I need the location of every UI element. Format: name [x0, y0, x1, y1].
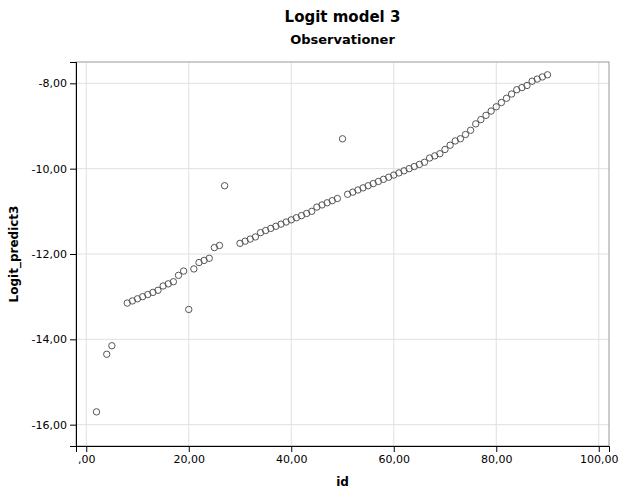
x-axis-title: id — [336, 475, 349, 489]
point — [104, 351, 110, 357]
tick-label: 100,00 — [580, 453, 619, 466]
point — [93, 409, 99, 415]
x-axis: ,00 20,00 40,00 60,00 80,00 100,00 — [77, 446, 619, 466]
axis-line — [70, 63, 77, 447]
tick-label: -16,00 — [32, 419, 67, 432]
tick-label: -14,00 — [32, 333, 67, 346]
plot: ,00 20,00 40,00 60,00 80,00 100,00 -16,00 -14,0… — [32, 62, 619, 466]
tick: 20,00 — [174, 446, 206, 466]
y-axis-title: Logit_predict3 — [7, 206, 22, 303]
tick: -16,00 — [32, 419, 76, 432]
points — [93, 72, 550, 415]
grid — [76, 62, 609, 446]
plot-frame — [76, 62, 609, 446]
grid-line-y — [76, 254, 609, 255]
tick-mark — [70, 425, 76, 426]
tick-label: ,00 — [78, 453, 96, 466]
tick: 80,00 — [481, 446, 513, 466]
point — [206, 255, 212, 261]
point — [334, 195, 340, 201]
y-axis: -16,00 -14,00 -12,00 -10,00 -8,00 — [32, 63, 77, 447]
point — [109, 343, 115, 349]
tick-label: 80,00 — [481, 453, 513, 466]
point — [221, 183, 227, 189]
tick-mark — [70, 83, 76, 84]
tick-label: 40,00 — [276, 453, 308, 466]
tick-mark — [394, 446, 395, 452]
grid-line-y — [76, 168, 609, 169]
tick-mark — [291, 446, 292, 452]
point — [544, 72, 550, 78]
tick: -10,00 — [32, 163, 76, 176]
tick-mark — [496, 446, 497, 452]
tick: 100,00 — [580, 446, 619, 466]
tick: -14,00 — [32, 333, 76, 346]
tick-mark — [70, 254, 76, 255]
tick: 40,00 — [276, 446, 308, 466]
tick-mark — [70, 339, 76, 340]
point — [186, 306, 192, 312]
tick-label: -8,00 — [39, 77, 67, 90]
tick-label: -12,00 — [32, 248, 67, 261]
point — [191, 266, 197, 272]
point — [467, 127, 473, 133]
tick-mark — [70, 169, 76, 170]
grid-line-y — [76, 339, 609, 340]
tick: 60,00 — [379, 446, 411, 466]
grid-line-y — [76, 424, 609, 425]
chart: ,00 20,00 40,00 60,00 80,00 100,00 -16,00 -14,0… — [0, 0, 633, 498]
tick-label: -10,00 — [32, 163, 67, 176]
point — [216, 242, 222, 248]
tick: -12,00 — [32, 248, 76, 261]
point — [170, 279, 176, 285]
point — [339, 136, 345, 142]
title: Logit model 3 — [285, 8, 401, 26]
tick-label: 60,00 — [379, 453, 411, 466]
point — [180, 268, 186, 274]
tick-mark — [599, 446, 600, 452]
axis-line — [77, 447, 610, 453]
tick-mark — [189, 446, 190, 452]
tick-mark — [86, 446, 87, 452]
tick: -8,00 — [39, 77, 76, 90]
tick: ,00 — [78, 446, 96, 466]
subtitle: Observationer — [290, 32, 395, 47]
tick-label: 20,00 — [174, 453, 206, 466]
